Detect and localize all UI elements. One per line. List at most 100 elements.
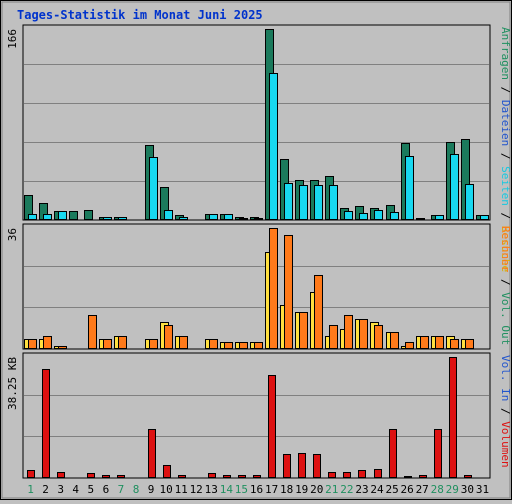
bar-volumen-day-30 xyxy=(464,475,472,478)
x-tick-label: 12 xyxy=(190,483,203,496)
legend-entry: Anfragen xyxy=(499,27,512,80)
series-legend: Anfragen / Dateien / Seiten / Besuche xyxy=(499,27,512,272)
bar-dateien-day-23 xyxy=(359,213,368,220)
x-tick-label: 7 xyxy=(118,483,125,496)
bar-dateien-day-13 xyxy=(209,214,218,220)
bar-dateien-day-26 xyxy=(405,156,414,220)
bar-dateien-day-24 xyxy=(374,210,383,220)
y-max-label: 36 xyxy=(6,228,19,241)
bar-rechner-day-16 xyxy=(254,342,263,349)
bar-dateien-day-6 xyxy=(103,217,112,220)
legend-entry: Seiten xyxy=(499,166,512,206)
bar-dateien-day-20 xyxy=(314,185,323,220)
bar-dateien-day-21 xyxy=(329,185,338,220)
bar-dateien-day-14 xyxy=(224,214,233,220)
bar-rechner-day-7 xyxy=(118,336,127,349)
bar-volumen-day-14 xyxy=(223,475,231,478)
x-tick-label: 4 xyxy=(72,483,79,496)
bar-volumen-day-15 xyxy=(238,475,246,478)
bar-dateien-day-28 xyxy=(435,215,444,220)
x-tick-label: 27 xyxy=(416,483,429,496)
bar-volumen-day-13 xyxy=(208,473,216,478)
bar-volumen-day-1 xyxy=(27,470,35,478)
bar-dateien-day-9 xyxy=(149,157,158,220)
bar-rechner-day-14 xyxy=(224,342,233,349)
gridlines xyxy=(24,64,489,437)
bar-volumen-day-21 xyxy=(328,472,336,478)
bar-dateien-day-1 xyxy=(28,214,37,220)
bar-anfragen-day-4 xyxy=(69,211,78,220)
panel-box xyxy=(22,352,491,479)
x-tick-label: 13 xyxy=(205,483,218,496)
x-tick-label: 2 xyxy=(42,483,49,496)
bar-rechner-day-28 xyxy=(435,336,444,349)
x-tick-label: 1 xyxy=(27,483,34,496)
series-legend: Rechner / Vol. Out xyxy=(499,226,512,345)
bar-dateien-day-19 xyxy=(299,185,308,220)
x-tick-label: 6 xyxy=(103,483,110,496)
y-max-label: 166 xyxy=(6,29,19,49)
bar-anfragen-day-5 xyxy=(84,210,93,220)
labels: 166 Anfragen / Dateien / Seiten / Besuche… xyxy=(6,27,512,496)
x-tick-label: 15 xyxy=(235,483,248,496)
bar-dateien-day-3 xyxy=(58,211,67,220)
x-tick-label: 30 xyxy=(461,483,474,496)
bar-rechner-day-21 xyxy=(329,325,338,349)
x-tick-label: 16 xyxy=(250,483,263,496)
bar-volumen-day-27 xyxy=(419,475,427,478)
legend-entry: Rechner xyxy=(499,226,512,273)
bar-volumen-day-11 xyxy=(178,475,186,478)
bar-rechner-day-26 xyxy=(405,342,414,349)
x-tick-label: 5 xyxy=(87,483,94,496)
x-tick-label: 10 xyxy=(159,483,172,496)
bar-dateien-day-18 xyxy=(284,183,293,220)
bar-rechner-day-11 xyxy=(179,336,188,349)
x-tick-label: 17 xyxy=(265,483,278,496)
bar-rechner-day-30 xyxy=(465,339,474,349)
bar-volumen-day-7 xyxy=(117,475,125,478)
bar-volumen-day-29 xyxy=(449,357,457,478)
bar-volumen-day-9 xyxy=(148,429,156,478)
bar-dateien-day-17 xyxy=(269,73,278,220)
bar-volumen-day-20 xyxy=(313,454,321,478)
x-tick-label: 31 xyxy=(476,483,489,496)
bar-volumen-day-17 xyxy=(268,375,276,478)
bar-rechner-day-22 xyxy=(344,315,353,349)
bar-rechner-day-9 xyxy=(149,339,158,349)
x-tick-label: 28 xyxy=(431,483,444,496)
legend-entry: Volumen xyxy=(499,421,512,467)
x-tick-label: 26 xyxy=(400,483,413,496)
bar-rechner-day-2 xyxy=(43,336,52,349)
bar-rechner-day-15 xyxy=(239,342,248,349)
legend-entry: / xyxy=(499,401,512,421)
x-tick-label: 23 xyxy=(355,483,368,496)
bar-rechner-day-18 xyxy=(284,235,293,349)
x-tick-label: 22 xyxy=(340,483,353,496)
x-tick-label: 19 xyxy=(295,483,308,496)
bar-volumen-day-5 xyxy=(87,473,95,478)
bar-rechner-day-5 xyxy=(88,315,97,349)
x-tick-label: 20 xyxy=(310,483,323,496)
series-legend: Vol. In / Volumen xyxy=(499,355,512,468)
panel-box xyxy=(22,24,491,221)
x-tick-label: 18 xyxy=(280,483,293,496)
bar-volumen-day-28 xyxy=(434,429,442,478)
y-max-label: 38.25 KB xyxy=(6,357,19,410)
bar-rechner-day-19 xyxy=(299,312,308,349)
bar-rechner-day-10 xyxy=(164,325,173,349)
x-tick-label: 14 xyxy=(220,483,234,496)
bar-rechner-day-24 xyxy=(374,325,383,349)
bar-volumen-day-25 xyxy=(389,429,397,478)
bar-rechner-day-1 xyxy=(28,339,37,349)
bar-rechner-day-20 xyxy=(314,275,323,349)
bar-dateien-day-29 xyxy=(450,154,459,220)
chart-title: Tages-Statistik im Monat Juni 2025 xyxy=(17,8,263,22)
bar-volumen-day-24 xyxy=(374,469,382,478)
bar-dateien-day-2 xyxy=(43,214,52,220)
bar-rechner-day-3 xyxy=(58,346,67,349)
bar-dateien-day-30 xyxy=(465,184,474,220)
